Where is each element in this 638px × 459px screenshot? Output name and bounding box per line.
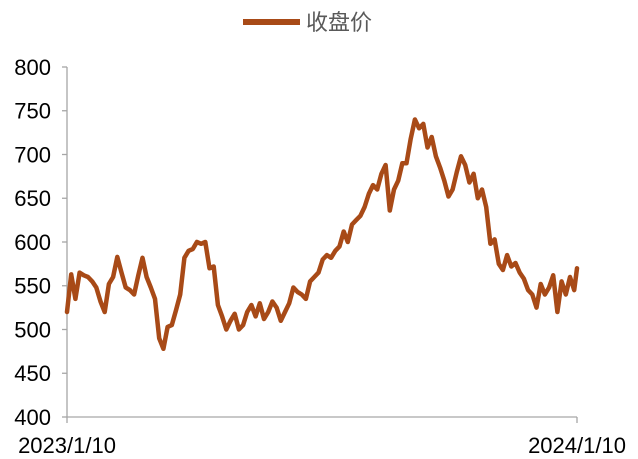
series-line-close-price: [67, 120, 577, 349]
legend-label: 收盘价: [306, 10, 372, 35]
y-tick-label-600: 600: [14, 230, 51, 255]
y-axis: 400 450 500 550 600 650 700 750 800: [14, 55, 67, 430]
x-tick-label-2023-1-10: 2023/1/10: [18, 433, 116, 458]
x-axis: 2023/1/10 2024/1/10: [18, 417, 626, 458]
plot-area: [67, 120, 577, 349]
y-tick-label-700: 700: [14, 142, 51, 167]
legend: 收盘价: [243, 10, 372, 35]
x-tick-label-2024-1-10: 2024/1/10: [528, 433, 626, 458]
y-tick-label-500: 500: [14, 317, 51, 342]
y-tick-label-400: 400: [14, 405, 51, 430]
y-tick-label-800: 800: [14, 55, 51, 80]
y-tick-label-550: 550: [14, 274, 51, 299]
y-tick-label-650: 650: [14, 186, 51, 211]
y-tick-label-750: 750: [14, 99, 51, 124]
y-tick-label-450: 450: [14, 361, 51, 386]
